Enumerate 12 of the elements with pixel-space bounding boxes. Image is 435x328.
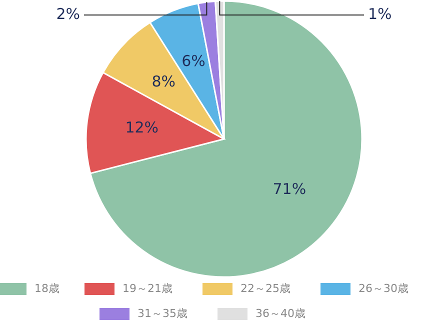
legend-label: 26～30歳 [358,282,408,296]
legend-label: 31～35歳 [138,307,188,320]
data-label: 1% [368,5,392,24]
legend-label: 22～25歳 [240,282,290,296]
data-label: 6% [182,52,206,70]
legend-label: 36～40歳 [256,307,306,320]
data-label: 71% [272,180,306,198]
data-label: 2% [56,5,80,24]
data-label: 8% [152,72,176,90]
data-label: 12% [125,118,159,137]
legend-label: 18歳 [34,282,60,296]
legend-label: 19～21歳 [122,282,172,296]
